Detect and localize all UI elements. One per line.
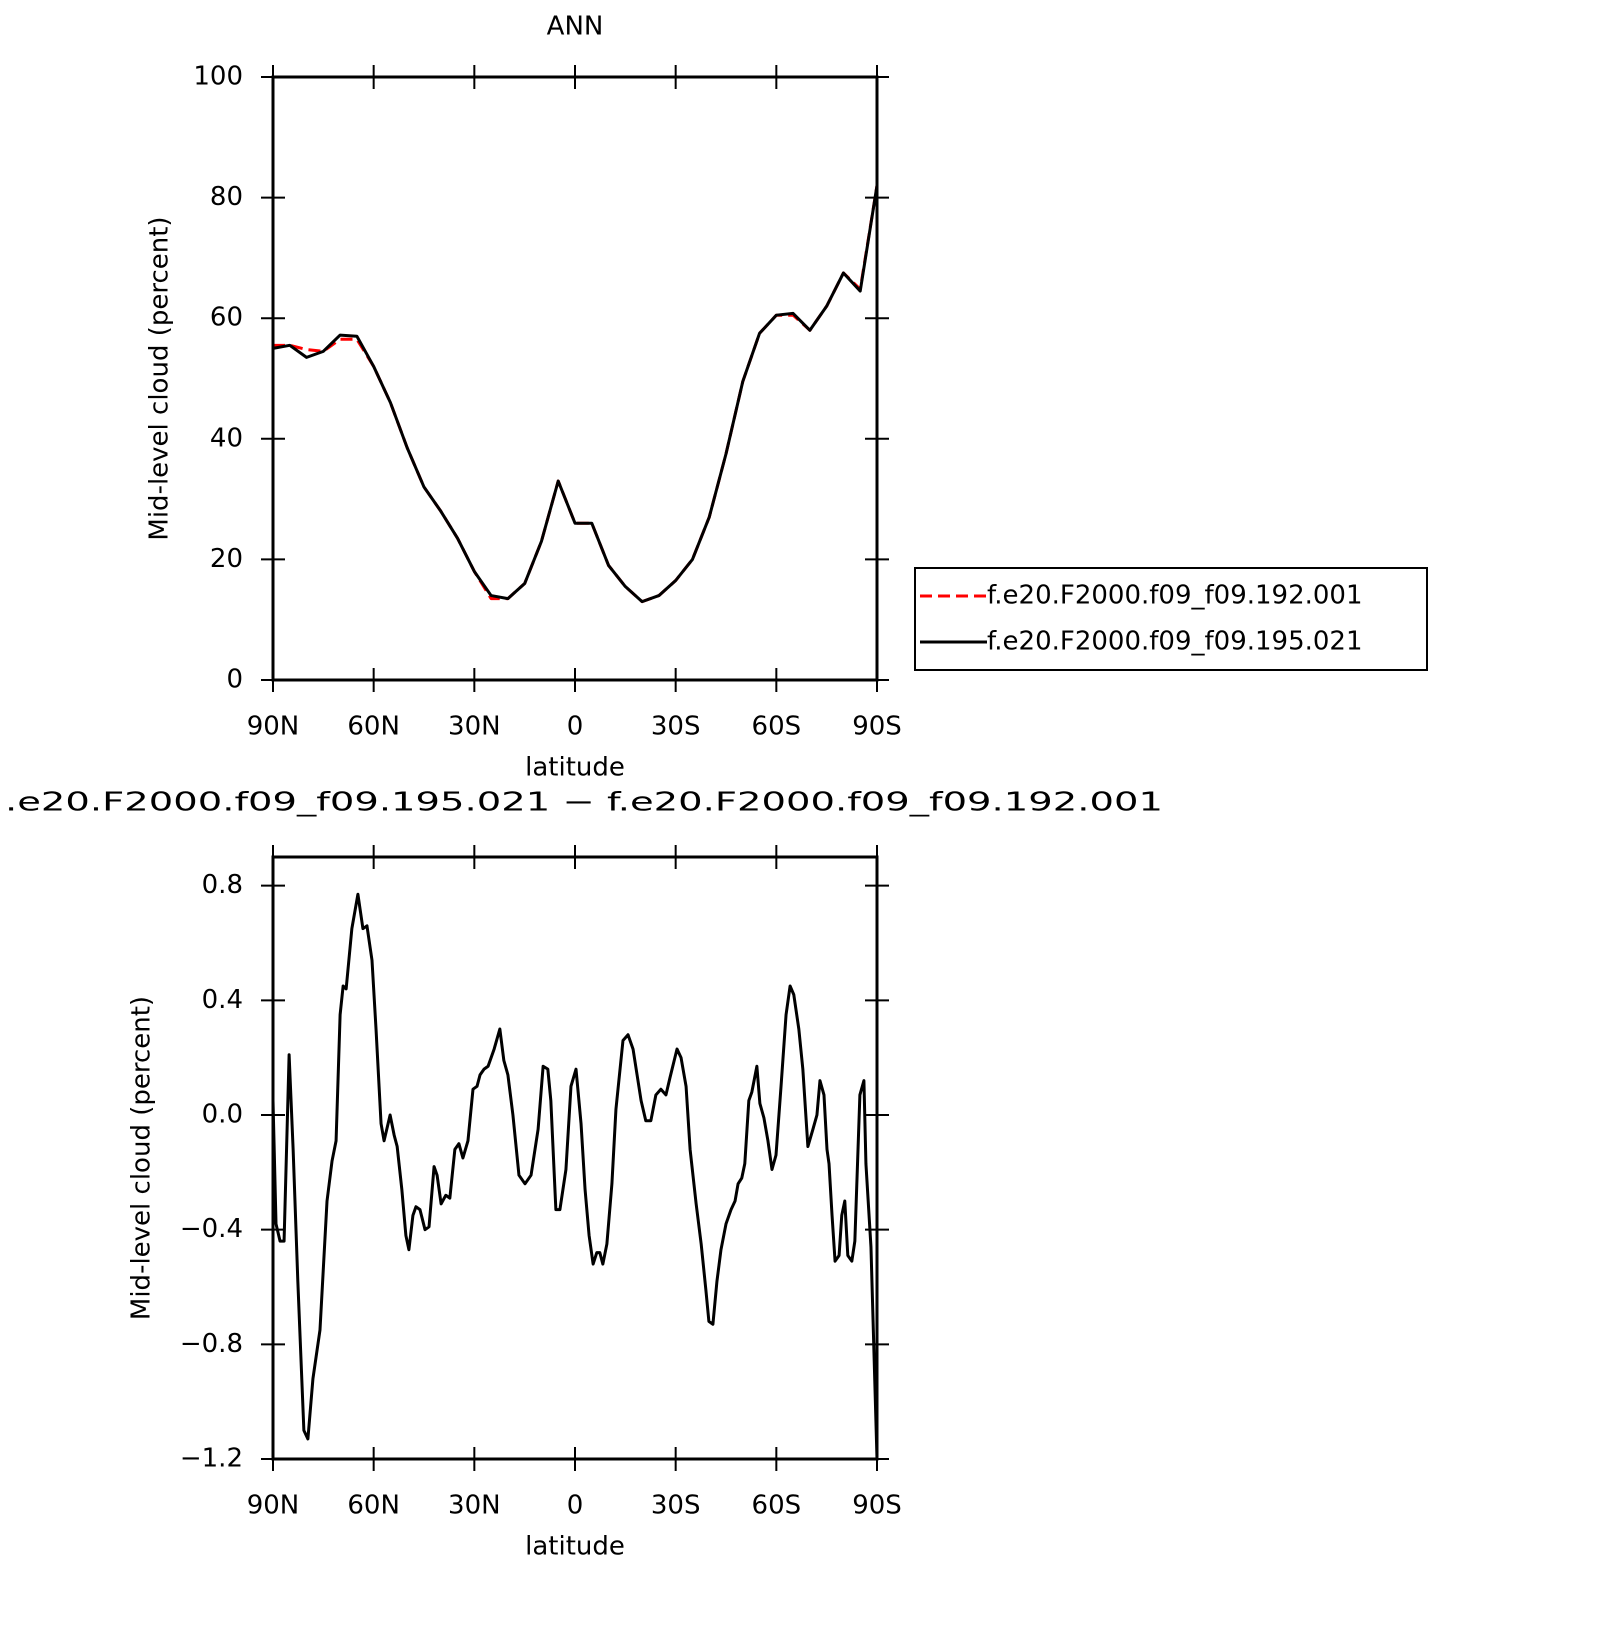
x-tick-label: 30N bbox=[448, 1491, 501, 1521]
plot-frame bbox=[271, 75, 879, 682]
y-tick-label: 60 bbox=[210, 303, 243, 333]
x-tick-label: 90S bbox=[852, 712, 902, 742]
data-line bbox=[273, 185, 879, 604]
y-tick-label: 80 bbox=[210, 182, 243, 212]
y-tick-label: 0.4 bbox=[202, 985, 243, 1015]
x-axis-label: latitude bbox=[525, 753, 625, 783]
legend-box bbox=[914, 567, 1428, 671]
x-tick-label: 60S bbox=[752, 1491, 802, 1521]
x-axis-label: latitude bbox=[525, 1532, 625, 1562]
y-tick-label: 0.0 bbox=[202, 1100, 243, 1130]
x-tick-label: 60S bbox=[752, 712, 802, 742]
x-tick-label: 30N bbox=[448, 712, 501, 742]
x-tick-label: 0 bbox=[567, 1491, 584, 1521]
y-tick-label: 0 bbox=[226, 665, 243, 695]
x-tick-label: 90S bbox=[852, 1491, 902, 1521]
chart-title: ANN bbox=[547, 12, 604, 42]
legend-label: f.e20.F2000.f09_f09.195.021 bbox=[987, 627, 1363, 657]
y-tick-label: 0.8 bbox=[202, 870, 243, 900]
plot-frame bbox=[271, 855, 879, 1461]
x-tick-label: 30S bbox=[651, 712, 701, 742]
x-tick-label: 90N bbox=[247, 1491, 300, 1521]
y-tick-label: −1.2 bbox=[180, 1444, 243, 1474]
legend-label: f.e20.F2000.f09_f09.192.001 bbox=[987, 581, 1363, 611]
chart-title: .e20.F2000.f09_f09.195.021 − f.e20.F2000… bbox=[5, 788, 1163, 818]
x-tick-label: 90N bbox=[247, 712, 300, 742]
x-tick-label: 60N bbox=[347, 712, 400, 742]
y-axis-label: Mid-level cloud (percent) bbox=[145, 216, 175, 540]
y-tick-label: −0.8 bbox=[180, 1329, 243, 1359]
x-tick-label: 60N bbox=[347, 1491, 400, 1521]
y-axis-label: Mid-level cloud (percent) bbox=[127, 996, 157, 1320]
y-tick-label: 100 bbox=[193, 62, 243, 92]
y-tick-label: 40 bbox=[210, 423, 243, 453]
x-tick-label: 30S bbox=[651, 1491, 701, 1521]
x-tick-label: 0 bbox=[567, 712, 584, 742]
data-line bbox=[272, 185, 879, 604]
y-tick-label: −0.4 bbox=[180, 1214, 243, 1244]
data-line bbox=[271, 892, 879, 1460]
y-tick-label: 20 bbox=[210, 544, 243, 574]
